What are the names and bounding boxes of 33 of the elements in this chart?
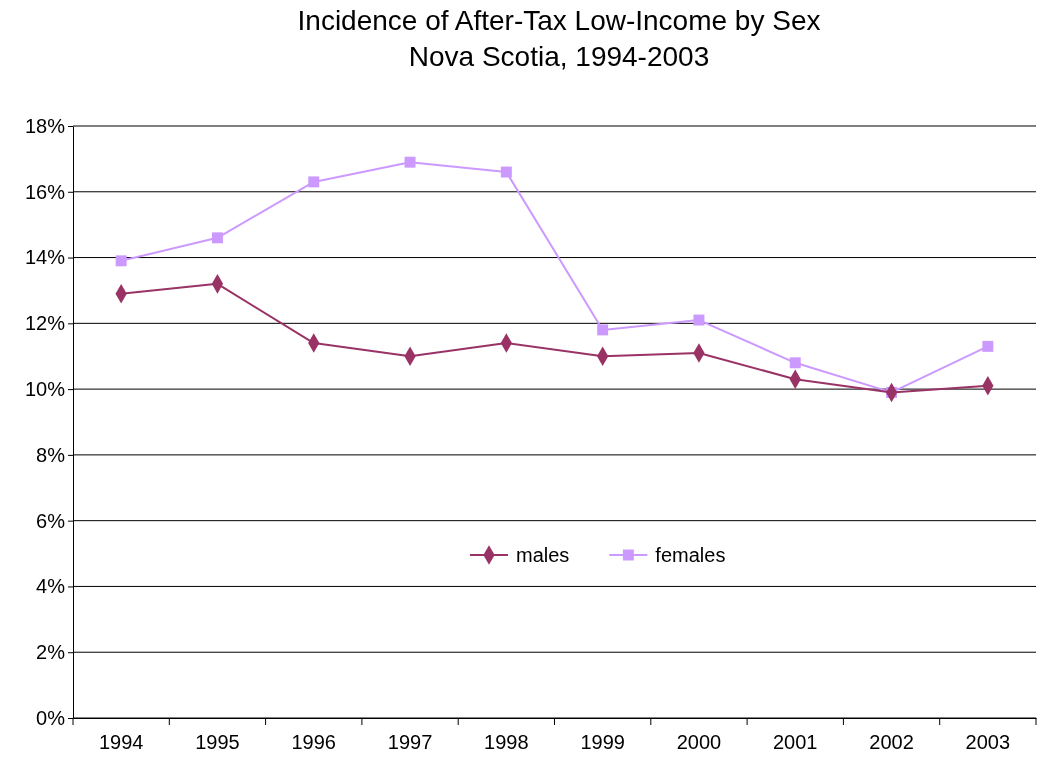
point	[211, 232, 223, 244]
x-tick-label: 1996	[291, 731, 336, 753]
y-tick-label: 10%	[24, 378, 66, 401]
point	[115, 255, 127, 267]
x-tick-label: 2001	[773, 731, 818, 753]
point	[308, 176, 320, 188]
x-tick-label: 2002	[869, 731, 914, 753]
y-tick-label: 6%	[36, 509, 66, 532]
legend-label: males	[516, 544, 570, 566]
point	[404, 156, 416, 168]
x-tick-label: 1998	[484, 731, 529, 753]
x-tick-label: 2000	[676, 731, 722, 753]
x-tick-label: 2003	[965, 731, 1011, 753]
x-tick-label: 1994	[98, 731, 144, 753]
y-tick-label: 12%	[24, 312, 66, 335]
y-tick-label: 8%	[36, 443, 66, 466]
y-tick-label: 4%	[36, 575, 66, 598]
point	[597, 324, 609, 336]
y-tick-label: 2%	[36, 641, 66, 664]
point	[982, 340, 994, 352]
x-tick-label: 1999	[580, 731, 625, 753]
x-tick-label: 1995	[195, 731, 240, 753]
y-tick-label: 14%	[24, 246, 66, 269]
x-tick-label: 1997	[387, 731, 433, 753]
point	[789, 357, 801, 369]
chart-title: Incidence of After-Tax Low-Income by Sex	[297, 5, 821, 36]
legend-label: females	[655, 544, 726, 566]
y-tick-label: 18%	[24, 114, 66, 137]
y-tick-label: 16%	[24, 180, 66, 203]
chart-subtitle: Nova Scotia, 1994-2003	[408, 41, 710, 72]
point	[500, 166, 512, 178]
y-tick-label: 0%	[36, 706, 66, 729]
point	[693, 314, 705, 326]
